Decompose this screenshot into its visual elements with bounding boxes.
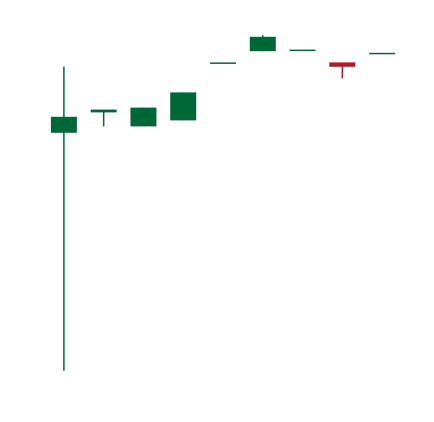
- candle-body: [50, 116, 77, 133]
- candle-body: [369, 52, 396, 55]
- candle-body: [210, 62, 236, 64]
- candle-body: [249, 36, 276, 52]
- candle-body: [329, 62, 356, 67]
- candle-3: [130, 107, 157, 127]
- candle-body: [170, 92, 197, 121]
- candle-body: [90, 109, 117, 113]
- candle-2: [90, 109, 117, 127]
- candle-8: [329, 62, 356, 79]
- candle-6: [249, 35, 276, 52]
- candle-7: [289, 49, 316, 52]
- candle-1: [50, 66, 77, 371]
- candle-body: [130, 107, 157, 127]
- candle-5: [210, 62, 236, 64]
- candle-9: [369, 52, 396, 55]
- candle-body: [289, 49, 316, 52]
- candle-4: [170, 92, 197, 121]
